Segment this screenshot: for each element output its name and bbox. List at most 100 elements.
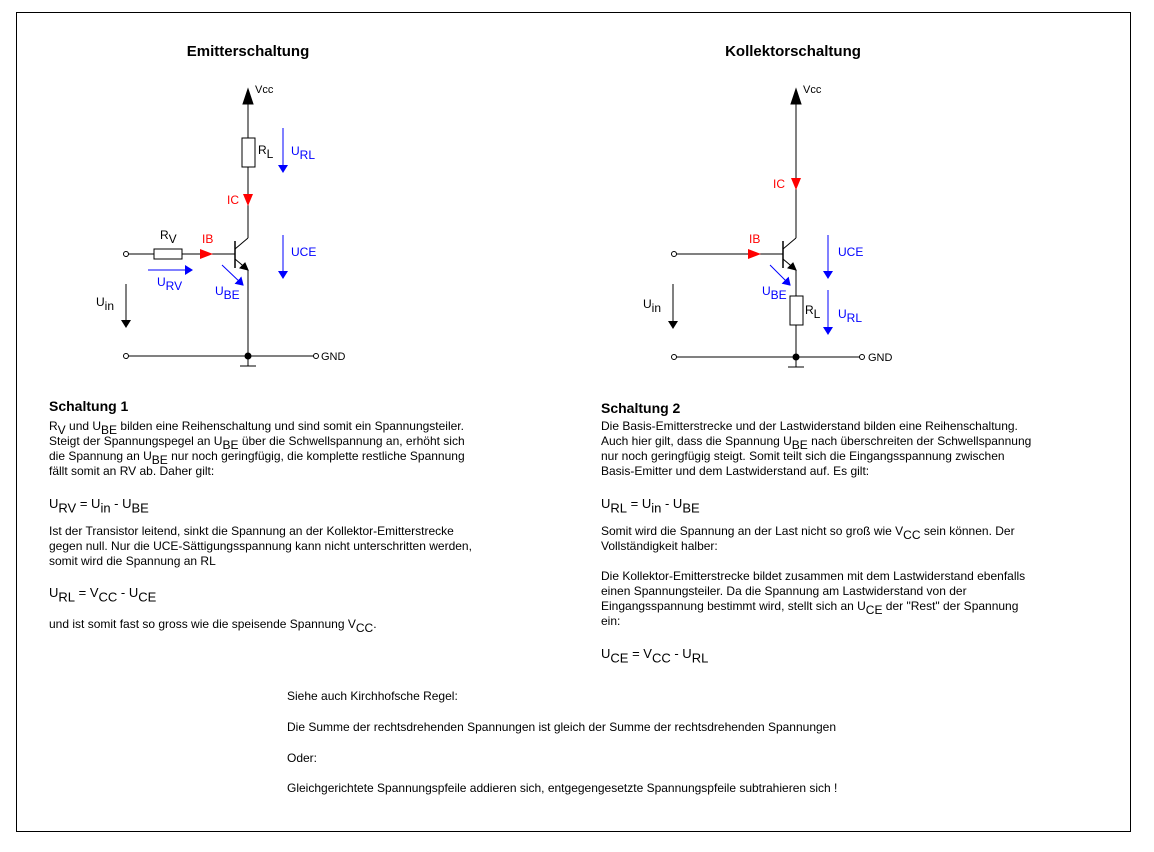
subscript: CC <box>903 528 921 543</box>
gnd-terminal <box>859 354 865 360</box>
subscript: RL <box>299 148 316 163</box>
text-segment: IB <box>749 232 761 246</box>
ground-terminal <box>123 353 129 359</box>
text-segment: Basis-Emitter und dem Lastwiderstand auf… <box>601 464 870 478</box>
text-line: einen Spannungsteiler. Da die Spannung a… <box>601 584 967 598</box>
note-line: Oder: <box>287 751 318 765</box>
text-segment: fällt somit an RV ab. Daher gilt: <box>49 464 215 478</box>
text-segment: somit wird die Spannung an RL <box>49 554 216 568</box>
subscript: BE <box>682 500 700 516</box>
subscript: CC <box>355 621 374 636</box>
label-uce: UCE <box>838 246 863 258</box>
label-url: URL <box>291 145 315 161</box>
text-segment: = V <box>75 585 99 600</box>
text-segment: U <box>49 585 59 600</box>
text-segment: und ist somit fast so gross wie die spei… <box>49 617 356 631</box>
gnd-terminal <box>313 353 319 359</box>
text-line: Somit wird die Spannung an der Last nich… <box>601 524 1015 541</box>
left-circuit <box>121 87 319 367</box>
text-line: Die Basis-Emitterstrecke und der Lastwid… <box>601 419 1018 433</box>
text-segment: Somit wird die Spannung an der Last nich… <box>601 524 904 538</box>
subscript: RL <box>691 650 709 666</box>
subscript: V <box>168 232 177 247</box>
text-segment: Die Basis-Emitterstrecke und der Lastwid… <box>601 419 1018 433</box>
label-uin: Uin <box>96 295 114 312</box>
transistor-collector <box>234 237 249 250</box>
text-segment: U <box>762 284 771 298</box>
text-line: Auch hier gilt, dass die Spannung UBE na… <box>601 434 1031 451</box>
label-url: URL <box>838 307 862 324</box>
text-line: ein: <box>601 614 620 628</box>
label-gnd: GND <box>321 351 345 363</box>
label-ube: UBE <box>215 285 240 301</box>
label-gnd: GND <box>868 352 892 364</box>
text-segment: U <box>838 307 847 321</box>
text-segment: GND <box>868 352 893 364</box>
text-segment: = U <box>76 496 101 511</box>
text-segment: Ist der Transistor leitend, sinkt die Sp… <box>49 524 454 538</box>
label-uin: Uin <box>643 298 661 314</box>
input-terminal <box>123 251 129 257</box>
text-line: Ist der Transistor leitend, sinkt die Sp… <box>49 524 454 538</box>
subscript: RV <box>165 279 183 294</box>
resistor-rv <box>153 248 183 260</box>
text-segment: nur noch geringfügig steigt. Somit teilt… <box>601 449 1005 463</box>
text-segment: Vcc <box>255 84 274 96</box>
ic-arrow <box>791 178 801 190</box>
text-segment: R <box>258 143 267 157</box>
text-segment: Eingangsspannung bestimmt wird, stellt s… <box>601 599 866 613</box>
subscript: CC <box>98 589 118 605</box>
subscript: RL <box>846 311 863 326</box>
text-line: Basis-Emitter und dem Lastwiderstand auf… <box>601 464 869 478</box>
text-segment: - U <box>670 646 692 661</box>
schaltung-1-heading: Schaltung 1 <box>49 398 129 414</box>
subscript: in <box>651 500 662 516</box>
subscript: RL <box>58 589 76 605</box>
ground-terminal <box>671 354 677 360</box>
subscript: CE <box>138 589 157 605</box>
formula: URL = VCC - UCE <box>49 585 156 604</box>
label-uce: UCE <box>291 246 316 258</box>
text-line: Vollständigkeit halber: <box>601 539 718 553</box>
text-segment: U <box>96 295 105 309</box>
text-segment: Vollständigkeit halber: <box>601 539 718 553</box>
page-frame <box>16 12 1131 832</box>
formula: URV = Uin - UBE <box>49 496 149 515</box>
text-segment: U <box>601 646 611 661</box>
junction-dot <box>792 353 800 361</box>
transistor-collector <box>782 237 797 250</box>
subscript: BE <box>151 453 168 468</box>
subscript: L <box>266 147 274 162</box>
text-segment: Steigt der Spannungspegel an U <box>49 434 223 448</box>
text-segment: R <box>805 303 814 317</box>
text-segment: Vcc <box>803 84 822 96</box>
text-segment: gegen null. Nur die UCE-Sättigungsspannu… <box>49 539 472 553</box>
text-segment: . <box>373 617 377 631</box>
input-terminal <box>671 251 677 257</box>
ic-arrow <box>243 194 253 206</box>
subscript: CE <box>610 650 629 666</box>
text-segment: - U <box>110 496 132 511</box>
subscript: in <box>651 301 662 316</box>
vcc-arrow <box>242 87 254 105</box>
right-circuit <box>668 87 865 368</box>
left-title: Emitterschaltung <box>186 43 310 60</box>
text-segment: Auch hier gilt, dass die Spannung U <box>601 434 792 448</box>
ib-arrow <box>200 249 213 259</box>
text-segment: der "Rest" der Spannung <box>882 599 1019 613</box>
text-segment: nur noch geringfügig, die komplette rest… <box>167 449 465 463</box>
text-segment: = U <box>627 496 652 511</box>
label-vcc: Vcc <box>803 84 821 96</box>
label-urv: URV <box>157 275 182 292</box>
text-segment: = V <box>628 646 652 661</box>
text-segment: und U <box>65 419 102 433</box>
text-segment: U <box>157 275 166 289</box>
subscript: BE <box>791 438 808 453</box>
label-ic: IC <box>773 178 785 190</box>
resistor-rl <box>241 137 256 168</box>
text-segment: R <box>160 228 169 242</box>
text-segment: IC <box>227 193 239 207</box>
text-segment: Die Kollektor-Emitterstrecke bildet zusa… <box>601 569 1026 583</box>
ib-arrow <box>748 249 761 259</box>
text-segment: einen Spannungsteiler. Da die Spannung a… <box>601 584 967 598</box>
